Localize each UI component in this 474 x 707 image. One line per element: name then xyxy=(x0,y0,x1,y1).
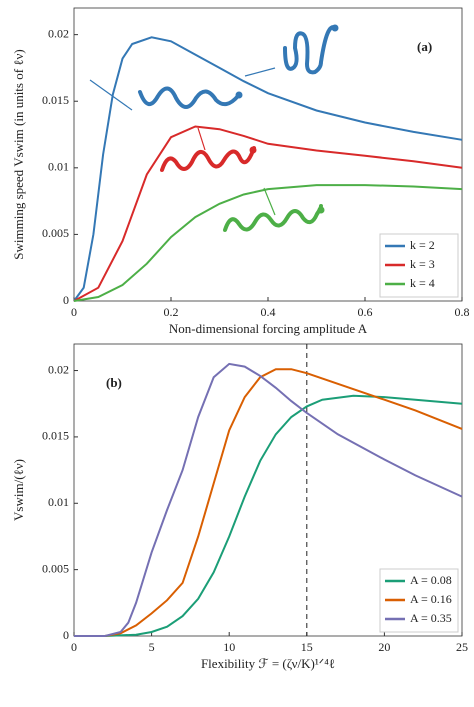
x-axis-label: Non-dimensional forcing amplitude A xyxy=(169,321,368,336)
y-tick-label: 0 xyxy=(63,293,69,307)
y-tick-label: 0.02 xyxy=(48,26,69,40)
swimmer xyxy=(283,25,337,75)
legend-label: A = 0.08 xyxy=(410,573,452,587)
y-tick-label: 0 xyxy=(63,628,69,642)
y-tick-label: 0.015 xyxy=(42,93,69,107)
x-tick-label: 0 xyxy=(71,305,77,319)
y-tick-label: 0.02 xyxy=(48,362,69,376)
y-tick-label: 0.01 xyxy=(48,160,69,174)
panel-label: (a) xyxy=(417,39,432,54)
arrow xyxy=(197,127,206,151)
swimmer-head xyxy=(235,91,243,99)
legend-label: A = 0.16 xyxy=(410,592,452,606)
y-tick-label: 0.015 xyxy=(42,429,69,443)
swimmer-head xyxy=(317,206,325,214)
swimmer xyxy=(160,146,256,172)
swimmer-head xyxy=(249,146,257,154)
plot-frame xyxy=(73,343,463,637)
x-axis-label: Flexibility ℱ = (ζν/K)¹ᐟ⁴ℓ xyxy=(201,656,335,671)
legend-label: k = 3 xyxy=(410,257,435,271)
series-line xyxy=(73,125,463,302)
x-tick-label: 25 xyxy=(456,640,468,654)
series-line xyxy=(73,184,463,302)
legend-label: k = 2 xyxy=(410,238,435,252)
swimmer xyxy=(223,204,323,232)
y-tick-label: 0.005 xyxy=(42,226,69,240)
swimmer xyxy=(138,86,240,109)
x-tick-label: 0.6 xyxy=(358,305,373,319)
series-line xyxy=(74,362,463,637)
x-tick-label: 5 xyxy=(149,640,155,654)
series-line xyxy=(74,368,463,637)
legend-label: A = 0.35 xyxy=(410,611,452,625)
x-tick-label: 0.2 xyxy=(164,305,179,319)
series-line xyxy=(74,394,463,637)
y-tick-label: 0.01 xyxy=(48,495,69,509)
x-tick-label: 0 xyxy=(71,640,77,654)
arrow xyxy=(89,79,133,111)
arrow xyxy=(263,187,276,216)
y-tick-label: 0.005 xyxy=(42,561,69,575)
x-tick-label: 0.8 xyxy=(455,305,470,319)
x-tick-label: 15 xyxy=(301,640,313,654)
panel-label: (b) xyxy=(106,375,122,390)
x-tick-label: 10 xyxy=(223,640,235,654)
legend-label: k = 4 xyxy=(410,276,435,290)
y-axis-label: Vswim/(ℓν) xyxy=(11,459,26,521)
y-axis-label: Swimming speed Vswim (in units of ℓν) xyxy=(11,49,26,259)
arrow xyxy=(244,67,276,77)
swimmer-sketches xyxy=(89,24,339,232)
swimmer-head xyxy=(331,24,339,32)
series-line xyxy=(73,36,463,302)
x-tick-label: 20 xyxy=(378,640,390,654)
x-tick-label: 0.4 xyxy=(261,305,276,319)
